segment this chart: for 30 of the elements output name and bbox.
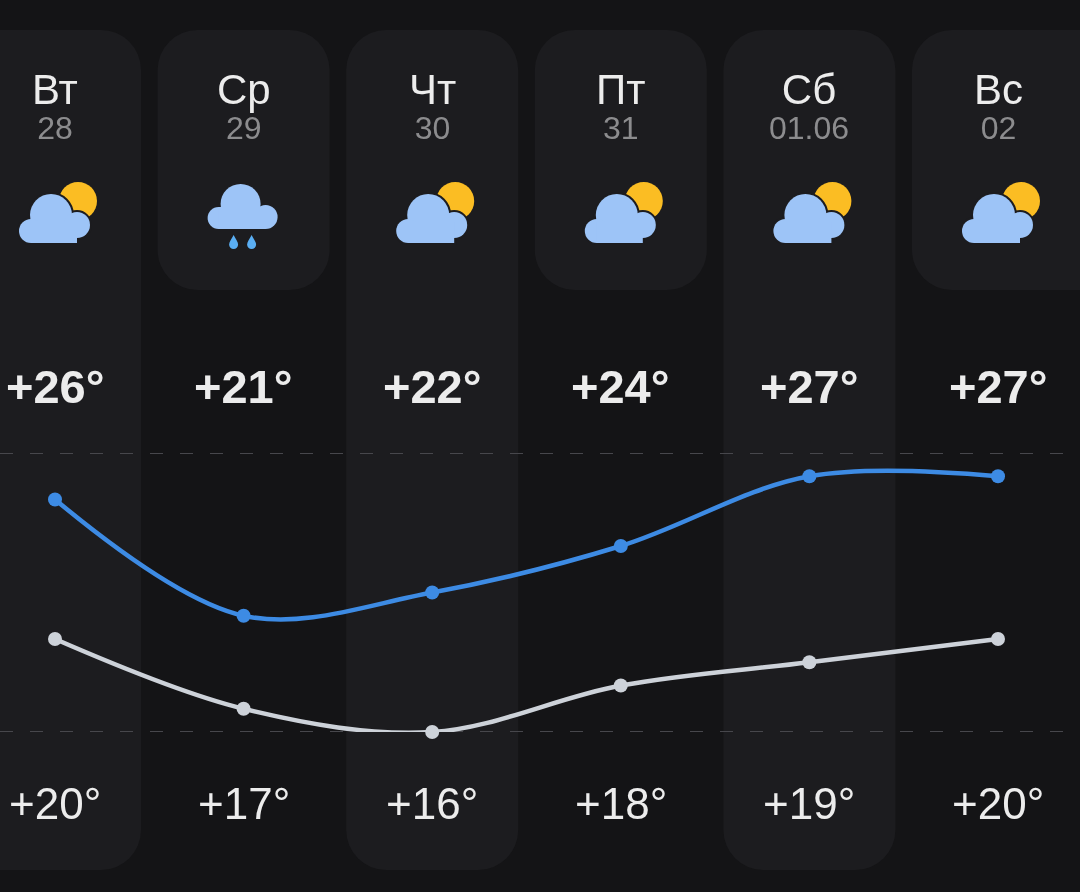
x-tick-label: Чт 30 (409, 66, 457, 147)
point (802, 469, 817, 484)
point (802, 655, 817, 670)
point (613, 678, 628, 693)
point (425, 585, 440, 600)
data-label: +17° (198, 779, 291, 828)
x-tick-label: Ср 29 (217, 66, 271, 147)
data-label: +20° (9, 779, 102, 828)
data-label: +24° (571, 360, 670, 413)
data-label: +20° (952, 779, 1045, 828)
point (613, 539, 628, 553)
x-tick-label: Вт 28 (32, 66, 78, 147)
data-label: +22° (383, 360, 482, 413)
x-tick-label: Сб 01.06 (769, 66, 850, 147)
data-label: +26° (6, 360, 105, 413)
point (991, 632, 1005, 646)
x-tick-label: Вс 02 (974, 66, 1024, 147)
point (991, 469, 1005, 484)
point (425, 725, 440, 739)
data-label: +16° (386, 779, 479, 828)
data-label: +21° (194, 360, 293, 413)
data-label: +27° (949, 360, 1048, 413)
point (48, 492, 62, 507)
point (236, 701, 251, 716)
point (236, 608, 251, 623)
data-label: +19° (763, 779, 856, 828)
data-label: +27° (760, 360, 859, 413)
point (48, 632, 62, 646)
data-label: +18° (575, 779, 668, 828)
x-tick-label: Пт 31 (596, 66, 646, 147)
